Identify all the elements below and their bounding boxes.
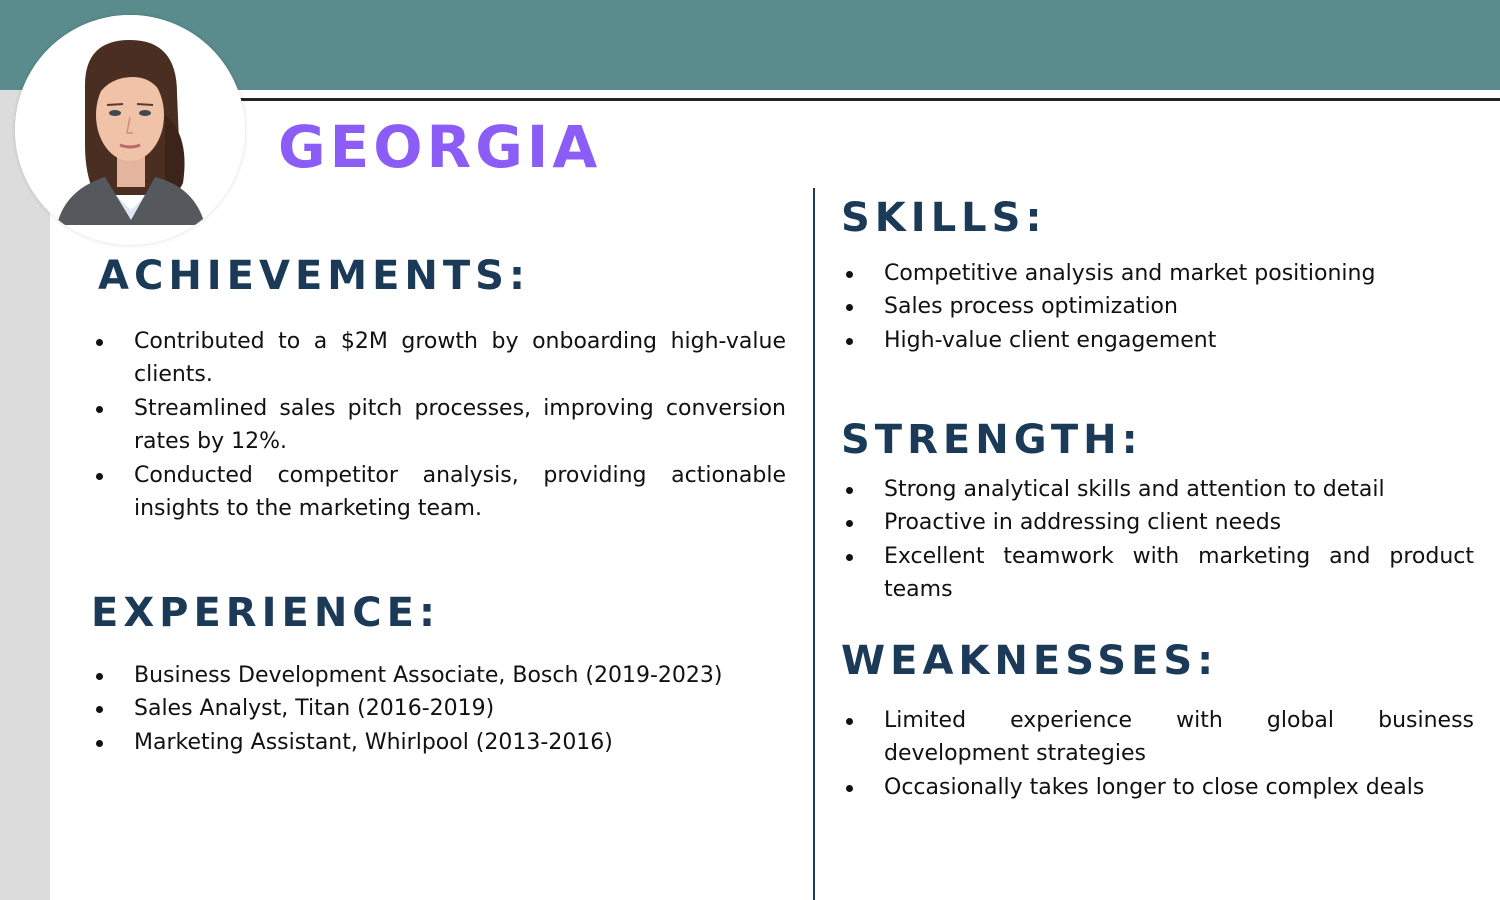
experience-heading: EXPERIENCE: [91, 590, 440, 636]
achievements-heading: ACHIEVEMENTS: [98, 253, 530, 299]
list-item: Excellent teamwork with marketing and pr… [842, 540, 1474, 607]
weaknesses-heading: WEAKNESSES: [841, 638, 1219, 684]
header-divider-line [235, 98, 1500, 101]
list-item: Conducted competitor analysis, providing… [92, 459, 786, 526]
list-item: Competitive analysis and market position… [842, 257, 1474, 290]
candidate-name: GEORGIA [278, 113, 602, 181]
list-item: Strong analytical skills and attention t… [842, 473, 1474, 506]
list-item: Marketing Assistant, Whirlpool (2013-201… [92, 726, 786, 759]
list-item: Occasionally takes longer to close compl… [842, 771, 1474, 804]
weaknesses-list: Limited experience with global business … [842, 704, 1474, 804]
list-item: Sales process optimization [842, 290, 1474, 323]
list-item: Sales Analyst, Titan (2016-2019) [92, 692, 786, 725]
skills-list: Competitive analysis and market position… [842, 257, 1474, 357]
list-item: Business Development Associate, Bosch (2… [92, 659, 786, 692]
experience-list: Business Development Associate, Bosch (2… [92, 659, 786, 759]
profile-photo [15, 15, 245, 245]
list-item: Proactive in addressing client needs [842, 506, 1474, 539]
top-banner [0, 0, 1500, 90]
left-side-strip [0, 90, 50, 900]
list-item: Contributed to a $2M growth by onboardin… [92, 325, 786, 392]
list-item: Streamlined sales pitch processes, impro… [92, 392, 786, 459]
list-item: Limited experience with global business … [842, 704, 1474, 771]
column-divider [813, 188, 815, 900]
achievements-list: Contributed to a $2M growth by onboardin… [92, 325, 786, 525]
skills-heading: SKILLS: [841, 195, 1047, 241]
strength-list: Strong analytical skills and attention t… [842, 473, 1474, 607]
strength-heading: STRENGTH: [841, 417, 1143, 463]
list-item: High-value client engagement [842, 324, 1474, 357]
